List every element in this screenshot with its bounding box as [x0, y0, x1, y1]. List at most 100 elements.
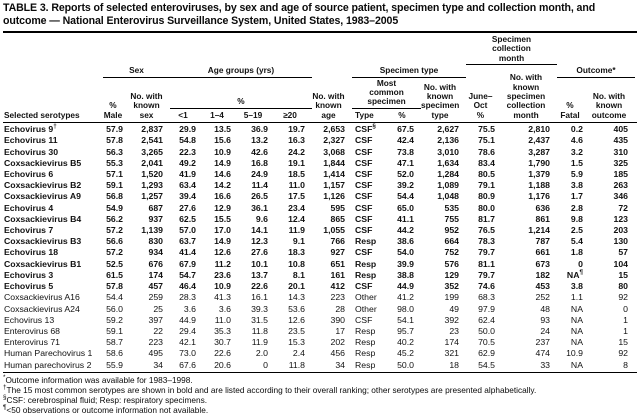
cell-june-oct-pct: 81.7 [478, 213, 495, 224]
cell-june-oct-pct: 76.5 [478, 225, 495, 236]
cell-n-known-outcome: 104 [613, 258, 629, 269]
cell-june-oct-pct: 81.1 [478, 258, 495, 269]
cell-n-known-age: 595 [330, 202, 346, 213]
table-row: Human Parechovirus 1 58.6 495 73.0 22.6 2.0 2.… [3, 348, 637, 359]
cell-n-known-age: 17 [335, 325, 345, 336]
cell-age-1-4: 41.3 [214, 292, 231, 303]
cell-n-known-sex: 3,265 [141, 146, 163, 157]
cell-pct-fatal: 1.1 [570, 292, 583, 303]
cell-age-lt1: 49.2 [179, 157, 196, 168]
col-header-age-1-4: 1–4 [210, 109, 224, 120]
cell-n-known-specimen-type: 664 [444, 236, 460, 247]
cell-n-known-sex: 25 [153, 303, 163, 314]
cell-n-known-outcome: 80 [618, 281, 628, 292]
group-header-age-percent: % [170, 97, 312, 109]
cell-pct-male: 57.2 [106, 225, 123, 236]
cell-pct-male: 56.2 [106, 213, 123, 224]
cell-n-known-sex: 1,139 [141, 225, 163, 236]
cell-pct-male: 58.7 [106, 337, 123, 348]
cell-pct-male: 52.5 [106, 258, 123, 269]
cell-pct-male: 57.9 [106, 124, 123, 135]
cell-n-known-age: 3,068 [323, 146, 345, 157]
cell-n-known-sex: 830 [148, 236, 164, 247]
cell-age-lt1: 73.0 [179, 348, 196, 359]
cell-age-ge20: 18.3 [288, 247, 305, 258]
cell-n-known-specimen-type: 1,284 [437, 169, 459, 180]
cell-age-5-19: 13.2 [251, 135, 268, 146]
cell-n-known-sex: 2,541 [141, 135, 163, 146]
cell-age-5-19: 10.1 [251, 258, 268, 269]
cell-june-oct-pct: 79.1 [478, 180, 495, 191]
cell-n-known-age: 1,126 [323, 191, 345, 202]
cell-serotype: Echovirus 30 [4, 146, 59, 157]
cell-june-oct-pct: 68.3 [478, 292, 495, 303]
cell-age-ge20: 53.6 [288, 303, 305, 314]
cell-serotype: Coxsackievirus A16 [4, 292, 80, 303]
footnote-marker: § [3, 394, 7, 402]
cell-specimen-pct: 44.9 [397, 281, 414, 292]
cell-n-known-sex: 1,293 [141, 180, 163, 191]
table-row: Echovirus 9† 57.9 2,837 29.9 13.5 36.9 19.7 2,6… [3, 124, 637, 135]
cell-specimen-type: Resp [355, 325, 376, 336]
footnote-text: <50 observations or outcome information … [6, 405, 209, 416]
cell-age-5-19: 9.6 [255, 213, 268, 224]
footnote-text: Outcome information was available for 19… [5, 374, 193, 385]
cell-serotype: Coxsackievirus A24 [4, 303, 80, 314]
cell-pct-male: 56.3 [106, 146, 123, 157]
cell-age-1-4: 3.6 [218, 303, 231, 314]
cell-specimen-pct: 54.1 [397, 314, 414, 325]
cell-n-known-age: 1,844 [323, 157, 345, 168]
cell-specimen-pct: 50.0 [397, 359, 414, 370]
group-header-specimen-collection-month: Specimen collection month [466, 34, 557, 66]
table-row: Human parechovirus 2 55.9 34 67.6 20.6 0 11.8 3… [3, 360, 637, 371]
cell-n-known-sex: 223 [148, 337, 164, 348]
cell-age-ge20: 20.1 [288, 281, 305, 292]
cell-age-lt1: 41.9 [179, 169, 196, 180]
group-header-outcome: Outcome* [557, 65, 635, 78]
cell-age-1-4: 35.3 [214, 325, 231, 336]
table-row: Echovirus 3 61.5 174 54.7 23.6 13.7 8.1 161 Resp… [3, 269, 637, 281]
cell-age-lt1: 62.5 [179, 213, 196, 224]
cell-n-known-collection-month: 673 [535, 258, 551, 269]
table-row: Coxsackievirus B2 59.1 1,293 63.4 14.2 11.4 11… [3, 180, 637, 191]
cell-n-known-collection-month: 1,379 [528, 169, 550, 180]
cell-age-1-4: 20.6 [214, 359, 231, 370]
cell-serotype: Coxsackievirus B5 [4, 157, 82, 168]
cell-june-oct-pct: 80.5 [478, 169, 495, 180]
cell-age-lt1: 63.4 [179, 180, 196, 191]
cell-specimen-type: Other [355, 303, 377, 314]
cell-n-known-age: 412 [330, 281, 346, 292]
cell-june-oct-pct: 62.4 [478, 314, 495, 325]
cell-age-ge20: 14.3 [288, 292, 305, 303]
cell-specimen-type: CSF [355, 281, 373, 292]
cell-n-known-specimen-type: 392 [444, 314, 460, 325]
cell-n-known-age: 28 [335, 303, 345, 314]
cell-serotype: Coxsackievirus B3 [4, 236, 82, 247]
cell-age-1-4: 22.6 [214, 348, 231, 359]
cell-serotype: Human parechovirus 2 [4, 359, 92, 370]
col-header-pct-fatal: % Fatal [560, 100, 580, 120]
cell-specimen-pct: 38.8 [397, 269, 414, 280]
cell-specimen-pct: 38.6 [397, 236, 414, 247]
cell-june-oct-pct: 80.9 [478, 191, 495, 202]
cell-age-ge20: 23.4 [288, 202, 305, 213]
cell-specimen-pct: 54.0 [397, 247, 414, 258]
cell-june-oct-pct: 74.6 [478, 281, 495, 292]
cell-specimen-pct: 44.2 [397, 225, 414, 236]
cell-age-ge20: 2.4 [292, 348, 305, 359]
col-header-age-lt1: <1 [178, 109, 188, 120]
cell-n-known-age: 651 [330, 258, 346, 269]
cell-specimen-pct: 39.2 [397, 180, 414, 191]
cell-pct-male: 57.1 [106, 169, 123, 180]
cell-n-known-age: 766 [330, 236, 346, 247]
cell-specimen-pct: 41.2 [397, 292, 414, 303]
cell-age-lt1: 39.4 [179, 191, 196, 202]
cell-n-known-outcome: 15 [618, 337, 628, 348]
cell-n-known-outcome: 57 [618, 247, 628, 258]
col-header-n-known-outcome: No. with known outcome [591, 91, 627, 120]
cell-june-oct-pct: 97.9 [478, 303, 495, 314]
cell-age-5-19: 12.3 [251, 236, 268, 247]
cell-age-5-19: 11.8 [251, 325, 268, 336]
group-header-sex: Sex [103, 65, 170, 78]
cell-n-known-sex: 457 [148, 281, 164, 292]
